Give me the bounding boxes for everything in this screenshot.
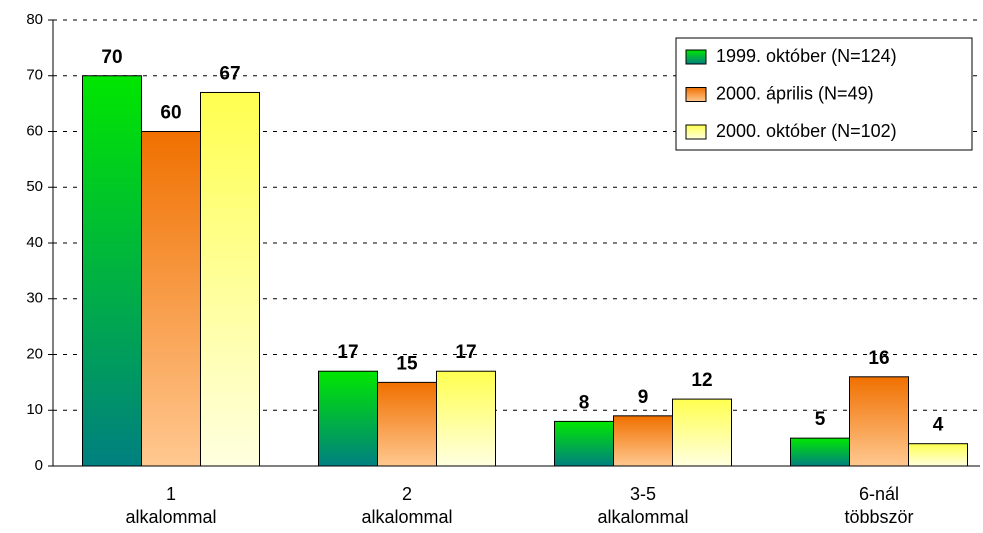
- bar: [554, 420, 614, 467]
- y-tick-label: 60: [26, 122, 43, 139]
- value-label: 17: [337, 342, 358, 363]
- x-tick-label: alkalommal: [125, 507, 216, 527]
- bar: [436, 370, 496, 467]
- y-tick-label: 10: [26, 401, 43, 418]
- x-tick-label: 2: [402, 484, 412, 504]
- value-label: 5: [815, 409, 826, 430]
- bar: [141, 131, 201, 467]
- legend-label: 2000. április (N=49): [716, 83, 874, 103]
- y-tick-label: 0: [35, 457, 43, 474]
- bar: [790, 437, 850, 467]
- x-tick-label: alkalommal: [597, 507, 688, 527]
- value-label: 70: [101, 47, 122, 68]
- y-tick-label: 40: [26, 234, 43, 251]
- value-label: 17: [455, 342, 476, 363]
- legend-swatch: [685, 87, 707, 102]
- y-tick-label: 80: [26, 11, 43, 28]
- x-tick-label: alkalommal: [361, 507, 452, 527]
- bar: [200, 91, 260, 467]
- legend-box: [675, 37, 973, 151]
- value-label: 15: [396, 353, 418, 374]
- value-label: 8: [579, 392, 590, 413]
- y-tick-label: 20: [26, 345, 43, 362]
- legend: 1999. október (N=124) 2000. április (N=49…: [675, 37, 973, 151]
- value-label: 12: [691, 370, 712, 391]
- value-label: 67: [219, 63, 240, 84]
- value-label: 16: [868, 348, 889, 369]
- value-label: 60: [160, 103, 181, 124]
- x-tick-label: többször: [844, 507, 913, 527]
- bar: [672, 398, 732, 467]
- value-label: 4: [933, 415, 944, 436]
- y-tick-label: 30: [26, 290, 43, 307]
- y-tick-label: 50: [26, 178, 43, 195]
- y-tick-label: 70: [26, 67, 43, 84]
- value-label: 9: [638, 387, 649, 408]
- bar: [908, 443, 968, 467]
- bar: [318, 370, 378, 467]
- bar: [849, 376, 909, 467]
- legend-label: 2000. október (N=102): [716, 121, 897, 141]
- x-tick-label: 3-5: [630, 484, 656, 504]
- legend-swatch: [685, 49, 707, 65]
- bar: [613, 415, 673, 467]
- legend-swatch: [685, 124, 707, 140]
- legend-label: 1999. október (N=124): [716, 46, 897, 66]
- bar: [377, 381, 437, 467]
- x-tick-label: 6-nál: [859, 484, 899, 504]
- x-tick-label: 1: [166, 484, 176, 504]
- bar: [82, 75, 142, 467]
